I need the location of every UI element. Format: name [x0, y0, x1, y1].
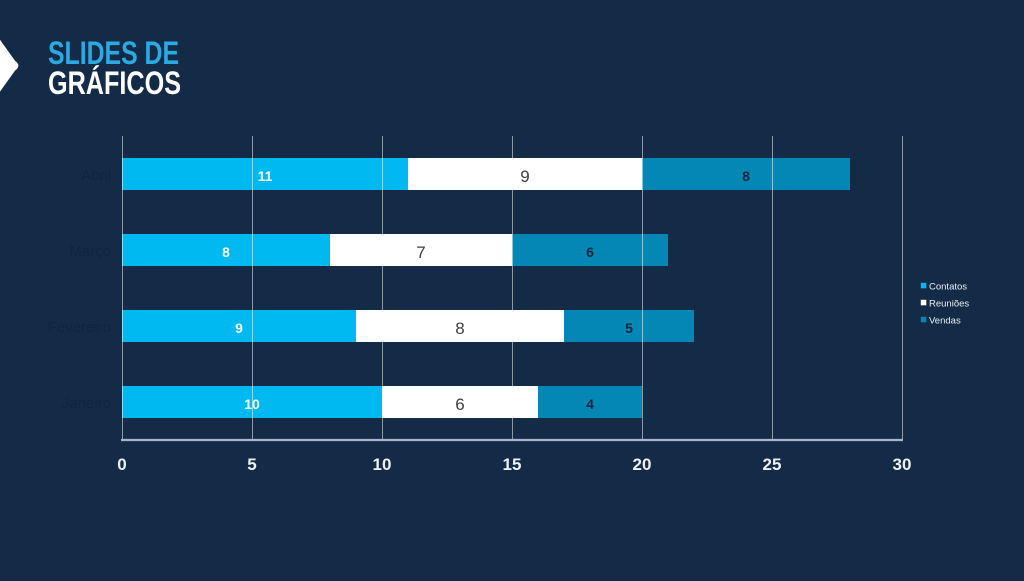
svg-text:30: 30 — [893, 455, 912, 474]
svg-text:Vendas: Vendas — [929, 315, 961, 326]
svg-text:Reuniões: Reuniões — [929, 298, 969, 309]
svg-text:GRÁFICOS: GRÁFICOS — [48, 65, 181, 101]
svg-text:SLIDES DE: SLIDES DE — [48, 35, 179, 71]
svg-text:Fevereiro: Fevereiro — [48, 319, 111, 336]
svg-text:10: 10 — [373, 455, 392, 474]
svg-text:Abril: Abril — [81, 167, 111, 184]
svg-text:6: 6 — [586, 244, 594, 260]
svg-text:0: 0 — [117, 455, 126, 474]
svg-text:Janeiro: Janeiro — [62, 395, 111, 412]
svg-text:10: 10 — [244, 396, 260, 412]
svg-text:Contatos: Contatos — [929, 281, 967, 292]
svg-text:20: 20 — [633, 455, 652, 474]
svg-text:15: 15 — [503, 455, 522, 474]
svg-text:6: 6 — [455, 395, 464, 414]
svg-text:25: 25 — [763, 455, 782, 474]
svg-text:7: 7 — [416, 243, 425, 262]
svg-text:8: 8 — [742, 168, 750, 184]
svg-text:11: 11 — [258, 168, 273, 184]
svg-text:9: 9 — [235, 320, 243, 336]
svg-text:9: 9 — [520, 167, 529, 186]
svg-text:4: 4 — [586, 396, 594, 412]
svg-text:Março: Março — [69, 243, 111, 260]
svg-text:5: 5 — [247, 455, 256, 474]
svg-text:5: 5 — [625, 320, 633, 336]
svg-text:8: 8 — [222, 244, 230, 260]
svg-text:8: 8 — [455, 319, 464, 338]
